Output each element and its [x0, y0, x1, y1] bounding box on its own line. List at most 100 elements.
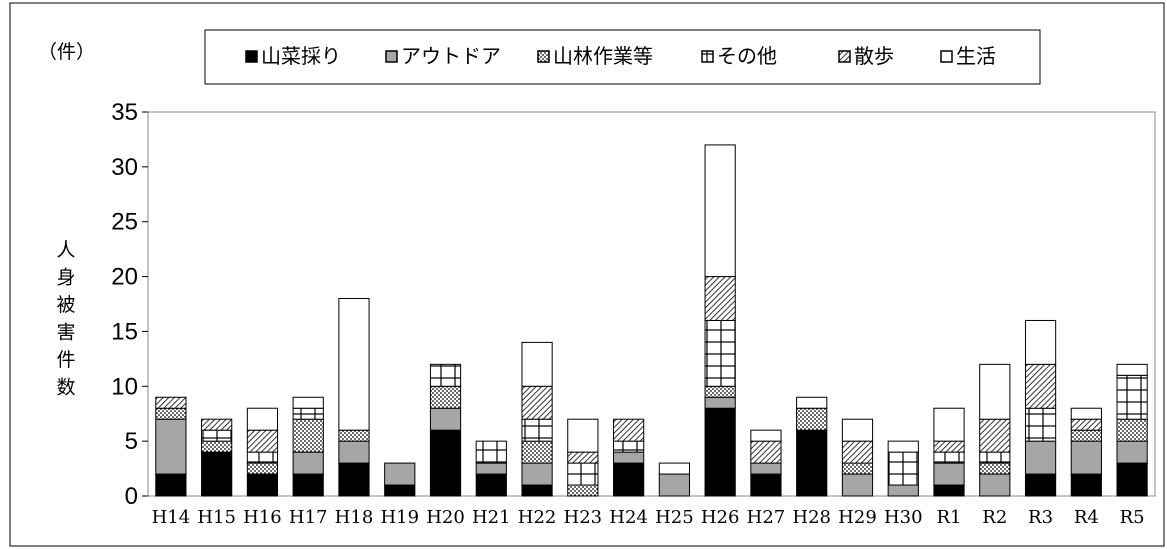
bar-segment-H17-5	[292, 396, 324, 409]
bar-segment-R3-3	[1024, 407, 1057, 442]
bar-segment-R5-1	[1116, 440, 1148, 464]
bar-segment-H21-1	[475, 462, 507, 475]
bar-segment-R3-0	[1024, 473, 1057, 497]
bar-segment-H17-0	[292, 473, 324, 497]
legend-label-0: 山菜採り	[261, 44, 341, 68]
legend: 山菜採り アウトドア 山林作業等 その他 散歩 生活	[204, 29, 1041, 85]
legend-swatch-3	[701, 50, 714, 63]
bar-segment-R1-1	[933, 462, 965, 486]
bar-segment-H27-1	[750, 462, 782, 475]
bar-segment-H15-4	[201, 418, 233, 431]
bar-segment-R2-5	[979, 363, 1011, 420]
bar-segment-H20-3	[429, 363, 462, 387]
legend-swatch-1	[385, 50, 398, 63]
y-tick-label: 20	[111, 264, 138, 291]
bar-segment-H24-4	[613, 418, 645, 442]
legend-swatch-2	[537, 50, 550, 63]
bar-segment-R1-0	[933, 484, 965, 497]
x-tick-label: H24	[609, 507, 648, 528]
bar-segment-R1-3	[933, 451, 965, 464]
bar-segment-H27-4	[750, 440, 782, 464]
bar-segment-H15-0	[201, 451, 233, 497]
bar-segment-H17-1	[292, 451, 324, 475]
x-tick-label: R5	[1120, 507, 1145, 528]
bar-segment-H22-3	[521, 418, 553, 442]
bar-segment-H21-3	[475, 440, 507, 464]
bar-segment-H26-0	[704, 407, 736, 497]
bar-segment-H28-5	[796, 396, 828, 409]
bar-segment-H26-4	[704, 276, 736, 321]
bar-segment-R2-4	[979, 418, 1011, 453]
bar-segment-H17-3	[292, 407, 324, 420]
bar-segment-H14-2	[155, 407, 187, 420]
bar-segment-H20-0	[429, 429, 462, 497]
legend-label-3: その他	[717, 44, 777, 68]
bar-segment-H20-2	[429, 385, 462, 409]
y-tick-label: 15	[111, 318, 138, 345]
y-axis-label-char: 害	[56, 322, 75, 344]
bar-segment-H29-5	[841, 418, 874, 442]
bar-segment-H26-1	[704, 396, 736, 409]
bar-segment-H16-3	[246, 451, 279, 464]
bar-segment-H22-4	[521, 385, 553, 420]
x-tick-label: H18	[335, 507, 374, 528]
x-tick-label: H20	[426, 507, 465, 528]
bar-segment-H18-0	[338, 462, 370, 497]
x-tick-label: R4	[1074, 507, 1099, 528]
bar-segment-R4-4	[1070, 418, 1102, 431]
y-axis-label-char: 数	[56, 377, 75, 399]
bar-segment-R5-0	[1116, 462, 1148, 497]
bar-segment-H16-4	[246, 429, 279, 453]
bar-segment-H25-5	[658, 462, 690, 475]
x-tick-label: H16	[243, 507, 282, 528]
y-tick-label: 25	[111, 209, 138, 236]
x-tick-label: R2	[982, 507, 1007, 528]
bar-segment-R3-5	[1024, 319, 1057, 365]
bar-segment-H24-3	[613, 440, 645, 453]
bar-segment-R5-5	[1116, 363, 1148, 376]
bar-segment-H14-1	[155, 418, 187, 475]
bar-segment-H27-0	[750, 473, 782, 497]
bar-segment-H30-5	[887, 440, 919, 453]
bar-segment-H22-1	[521, 462, 553, 486]
legend-label-4: 散歩	[854, 44, 894, 68]
bar-segment-R4-1	[1070, 440, 1102, 475]
bar-segment-H26-3	[704, 319, 736, 387]
y-tick-label: 0	[125, 483, 138, 510]
x-tick-label: H14	[152, 507, 191, 528]
y-tick-label: 5	[125, 428, 138, 455]
bar-segment-H26-5	[704, 144, 736, 278]
bar-segment-H29-2	[841, 462, 874, 475]
x-tick-label: H28	[792, 507, 831, 528]
y-tick-label: 30	[111, 154, 138, 181]
bar-segment-R3-1	[1024, 440, 1057, 475]
bar-segment-R3-4	[1024, 363, 1057, 409]
legend-swatch-4	[838, 50, 851, 63]
bar-segment-R2-2	[979, 462, 1011, 475]
y-axis-label-char: 人	[56, 239, 75, 261]
bar-segment-H26-2	[704, 385, 736, 398]
bar-segment-H21-0	[475, 473, 507, 497]
y-tick-label: 35	[111, 99, 138, 126]
bar-segment-R2-1	[979, 473, 1011, 497]
y-tick-label: 10	[111, 373, 138, 400]
x-tick-label: H15	[197, 507, 236, 528]
bar-segment-R4-5	[1070, 407, 1102, 420]
bar-segment-R1-5	[933, 407, 965, 442]
bar-segment-H18-1	[338, 440, 370, 464]
bar-segment-H30-3	[887, 451, 919, 486]
x-tick-label: H22	[518, 507, 557, 528]
bar-segment-R1-4	[933, 440, 965, 453]
bar-segment-H29-1	[841, 473, 874, 497]
bar-segment-H25-1	[658, 473, 690, 497]
bar-segment-H18-2	[338, 429, 370, 442]
legend-label-2: 山林作業等	[553, 44, 653, 68]
bar-segment-H27-5	[750, 429, 782, 442]
legend-box	[204, 29, 1041, 85]
bar-segment-H23-3	[567, 462, 599, 486]
bar-segment-H24-0	[613, 462, 645, 497]
bar-segment-H24-1	[613, 451, 645, 464]
bar-segment-H29-4	[841, 440, 874, 464]
bar-segment-H16-5	[246, 407, 279, 431]
